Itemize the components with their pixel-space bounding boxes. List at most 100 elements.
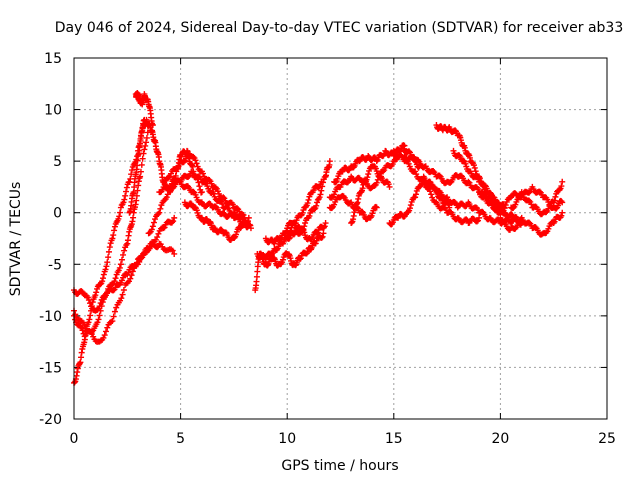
data-point: [81, 322, 88, 329]
data-point: [100, 271, 107, 278]
data-point: [502, 202, 509, 209]
data-point: [171, 250, 178, 257]
data-point: [331, 201, 338, 208]
y-tick-label: 5: [53, 154, 62, 170]
data-point: [359, 208, 366, 215]
data-point: [326, 158, 333, 165]
data-point: [253, 273, 260, 280]
data-point: [365, 171, 372, 178]
data-point: [163, 194, 170, 201]
data-point: [385, 181, 392, 188]
data-point: [401, 142, 408, 149]
data-point: [332, 179, 339, 186]
data-point: [94, 319, 101, 326]
data-point: [102, 328, 109, 335]
data-point: [111, 278, 118, 285]
data-point: [89, 299, 96, 306]
data-point: [451, 198, 458, 205]
data-point: [99, 275, 106, 282]
data-point: [476, 214, 483, 221]
data-point: [465, 178, 472, 185]
data-point: [96, 312, 103, 319]
data-point: [111, 223, 118, 230]
data-points: [71, 89, 566, 386]
data-point: [322, 220, 329, 227]
data-point: [116, 213, 123, 220]
data-point: [110, 232, 117, 239]
data-point: [208, 180, 215, 187]
data-point: [166, 173, 173, 180]
series-sat-r: [348, 163, 393, 227]
series-sat-q: [326, 192, 380, 223]
data-point: [536, 188, 543, 195]
data-point: [118, 256, 125, 263]
data-point: [72, 311, 79, 318]
data-point: [369, 210, 376, 217]
data-point: [175, 163, 182, 170]
data-point: [155, 230, 162, 237]
data-point: [364, 174, 371, 181]
data-point: [302, 220, 309, 227]
series-sat-g: [145, 168, 248, 237]
data-point: [473, 218, 480, 225]
data-point: [407, 205, 414, 212]
data-point: [169, 247, 176, 254]
data-point: [121, 247, 128, 254]
x-tick-label: 5: [176, 431, 185, 447]
data-point: [292, 220, 299, 227]
data-point: [237, 225, 244, 232]
data-point: [229, 201, 236, 208]
data-point: [559, 209, 566, 216]
data-point: [233, 231, 240, 238]
data-point: [526, 197, 533, 204]
x-tick-label: 10: [278, 431, 296, 447]
data-point: [508, 211, 515, 218]
data-point: [126, 178, 133, 185]
data-point: [475, 185, 482, 192]
data-point: [220, 209, 227, 216]
series-sat-d: [71, 214, 178, 345]
series-sat-m: [262, 158, 333, 247]
x-tick-label: 25: [598, 431, 616, 447]
data-point: [139, 155, 146, 162]
data-point: [412, 191, 419, 198]
data-point: [316, 194, 323, 201]
data-point: [386, 183, 393, 190]
y-tick-label: 15: [44, 51, 62, 67]
data-point: [116, 264, 123, 271]
data-point: [558, 198, 565, 205]
series-sat-n: [284, 178, 325, 237]
data-point: [118, 277, 125, 284]
data-point: [526, 219, 533, 226]
data-point: [231, 234, 238, 241]
data-point: [318, 234, 325, 241]
chart-title: Day 046 of 2024, Sidereal Day-to-day VTE…: [55, 20, 624, 36]
data-point: [129, 268, 136, 275]
data-point: [204, 183, 211, 190]
data-point: [365, 152, 372, 159]
data-point: [279, 256, 286, 263]
data-point: [488, 199, 495, 206]
data-point: [123, 188, 130, 195]
data-point: [165, 174, 172, 181]
data-point: [219, 200, 226, 207]
data-point: [412, 194, 419, 201]
data-point: [545, 225, 552, 232]
data-point: [559, 178, 566, 185]
data-point: [113, 304, 120, 311]
data-point: [510, 205, 517, 211]
data-point: [104, 324, 111, 331]
data-point: [122, 192, 129, 199]
data-point: [190, 188, 197, 195]
data-point: [136, 258, 143, 265]
data-point: [101, 332, 108, 339]
data-point: [109, 235, 116, 242]
data-point: [148, 226, 155, 233]
data-point: [85, 296, 92, 303]
data-point: [320, 230, 327, 237]
data-point: [285, 230, 292, 237]
data-point: [317, 191, 324, 198]
data-point: [102, 266, 109, 273]
data-point: [328, 205, 335, 211]
